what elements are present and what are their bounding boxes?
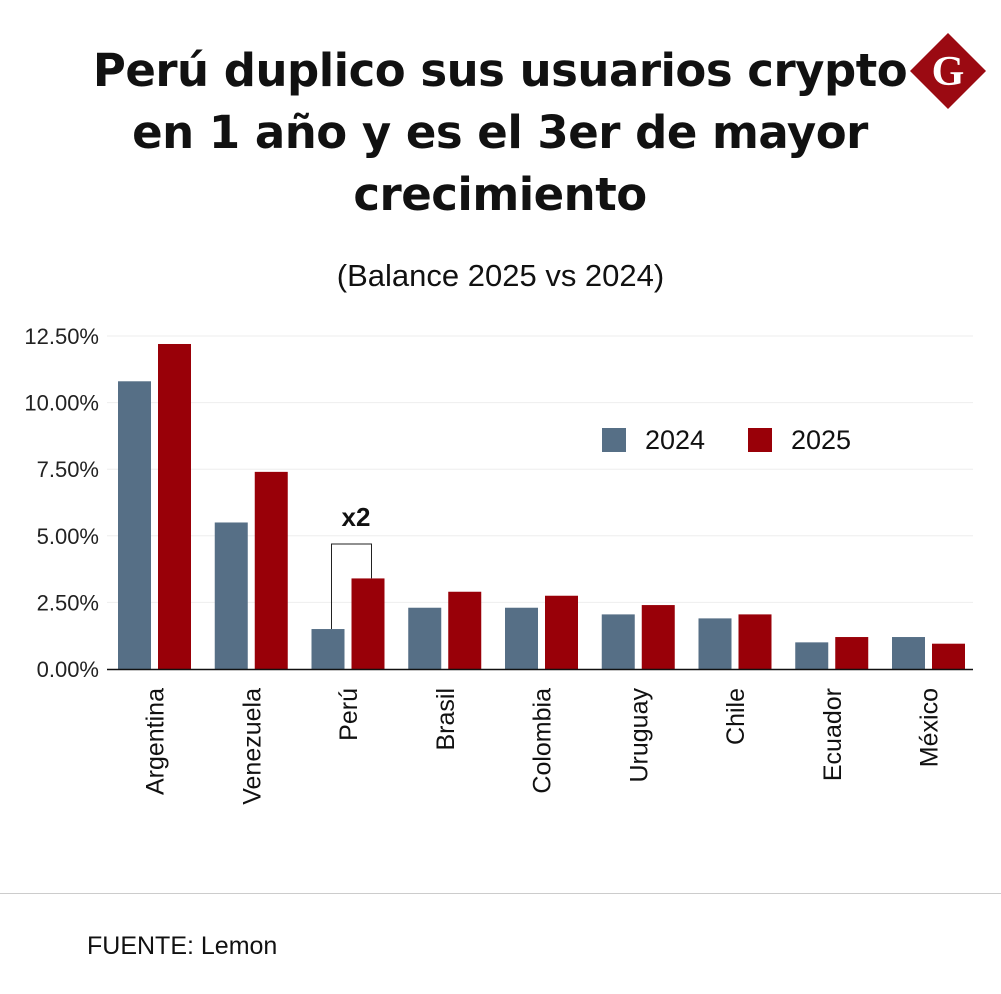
bar-2025-venezuela xyxy=(254,471,288,669)
bar-2025-brasil xyxy=(448,591,482,669)
bar-2024-uruguay xyxy=(601,614,635,669)
bar-2024-brasil xyxy=(408,607,442,669)
divider xyxy=(0,893,1001,894)
x-tick-label: México xyxy=(916,688,944,767)
bar-2025-argentina xyxy=(158,343,191,669)
x-tick-label: Argentina xyxy=(142,688,170,795)
bar-2025-uruguay xyxy=(641,605,675,669)
logo-letter: G xyxy=(932,49,965,95)
bar-2025-ecuador xyxy=(835,637,869,669)
annotation-label: x2 xyxy=(342,502,371,532)
source-note: FUENTE: Lemon xyxy=(87,932,278,960)
bar-2024-ecuador xyxy=(795,642,829,669)
bar-2024-colombia xyxy=(505,607,538,669)
y-tick-label: 10.00% xyxy=(24,391,99,416)
y-tick-label: 2.50% xyxy=(37,590,99,615)
y-tick-label: 12.50% xyxy=(24,324,99,349)
bar-2025-méxico xyxy=(932,643,965,669)
y-tick-label: 5.00% xyxy=(37,524,99,549)
logo-diamond xyxy=(910,33,986,109)
bar-chart: 0.00% 2.50% 5.00% 7.50% 10.00% 12.50% Argentin… xyxy=(24,324,973,805)
bar-2024-perú xyxy=(311,629,345,669)
bar-2025-perú xyxy=(351,578,385,669)
bar-2025-chile xyxy=(738,614,772,669)
x-tick-label: Perú xyxy=(335,688,363,741)
bar-2024-chile xyxy=(698,618,732,669)
bar-2024-venezuela xyxy=(214,522,248,669)
legend-swatch-2024 xyxy=(602,428,626,452)
annotation-bracket xyxy=(331,543,372,630)
bar-2024-méxico xyxy=(892,637,925,669)
x-tick-label: Venezuela xyxy=(238,688,266,805)
brand-logo: G xyxy=(910,33,986,109)
x-tick-label: Uruguay xyxy=(625,688,653,783)
chart-title: Perú duplico sus usuarios crypto en 1 añ… xyxy=(92,44,908,221)
x-tick-label: Chile xyxy=(722,688,750,745)
legend-swatch-2025 xyxy=(748,428,772,452)
legend-label-2025: 2025 xyxy=(791,425,851,455)
x-tick-label: Ecuador xyxy=(819,688,847,781)
bar-2024-argentina xyxy=(118,381,151,669)
y-tick-label: 0.00% xyxy=(37,657,99,682)
x-tick-label: Brasil xyxy=(432,688,460,751)
y-tick-label: 7.50% xyxy=(37,457,99,482)
x-tick-label: Colombia xyxy=(529,688,557,794)
bar-2025-colombia xyxy=(545,595,578,669)
chart-subtitle: (Balance 2025 vs 2024) xyxy=(336,258,665,293)
legend-label-2024: 2024 xyxy=(645,425,705,455)
